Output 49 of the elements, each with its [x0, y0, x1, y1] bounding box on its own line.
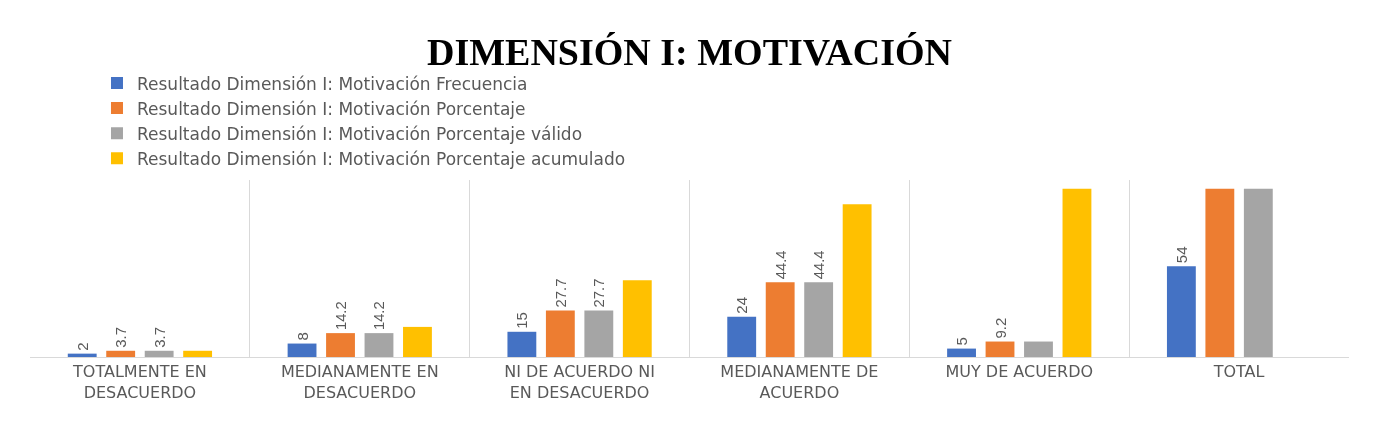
legend-label: Resultado Dimensión I: Motivación Porcentaje — [136, 98, 526, 119]
legend-label: Resultado Dimensión I: Motivación Porcentaje acumulado — [136, 148, 626, 169]
bar — [326, 333, 355, 357]
bar — [287, 343, 317, 357]
data-label: 54 — [1172, 246, 1190, 264]
legend-label: Resultado Dimensión I: Motivación Frecuencia — [136, 73, 528, 94]
bar — [727, 316, 757, 357]
data-label: 24 — [733, 296, 751, 314]
data-label: 14.2 — [332, 301, 349, 331]
x-tick-label: TOTALMENTE EN DESACUERDO — [72, 362, 207, 402]
bar — [1062, 188, 1092, 357]
data-label: 44.4 — [772, 250, 789, 280]
bar — [364, 333, 394, 357]
bar — [842, 204, 872, 357]
data-label: 15 — [513, 312, 531, 329]
bar — [1024, 341, 1053, 357]
bar — [804, 282, 834, 357]
bar — [106, 350, 136, 357]
x-tick-label: MEDIANAMENTE DE ACUERDO — [720, 362, 879, 402]
x-tick-label: TOTAL — [1212, 362, 1265, 382]
x-tick-label: MEDIANAMENTE EN DESACUERDO — [280, 362, 439, 402]
data-label: 2 — [73, 342, 91, 351]
bar — [144, 350, 174, 357]
data-label: 5 — [953, 337, 971, 346]
bar — [1243, 188, 1273, 357]
data-label: 44.4 — [811, 250, 828, 280]
bar — [622, 280, 652, 357]
bar — [183, 350, 213, 357]
bar — [507, 331, 537, 357]
x-tick-label: MUY DE ACUERDO — [945, 362, 1094, 382]
data-label: 8 — [293, 332, 311, 341]
bar — [947, 348, 976, 357]
bar — [403, 326, 432, 357]
bar — [1166, 266, 1196, 357]
data-label: 3.7 — [150, 326, 168, 348]
bar — [765, 282, 795, 357]
data-label: 27.7 — [591, 278, 608, 308]
x-tick-label: NI DE ACUERDO NI EN DESACUERDO — [504, 362, 655, 402]
bar — [67, 353, 97, 357]
legend-label: Resultado Dimensión I: Motivación Porcentaje válido — [136, 123, 583, 144]
data-label: 27.7 — [552, 278, 569, 308]
data-label: 9.2 — [991, 317, 1009, 339]
bar — [1205, 188, 1235, 357]
chart-title: DIMENSIÓN I: MOTIVACIÓN — [426, 30, 953, 73]
bar — [545, 310, 575, 357]
bar — [584, 310, 614, 357]
bar — [985, 341, 1015, 357]
data-label: 14.2 — [371, 301, 388, 331]
data-label: 3.7 — [112, 326, 130, 348]
